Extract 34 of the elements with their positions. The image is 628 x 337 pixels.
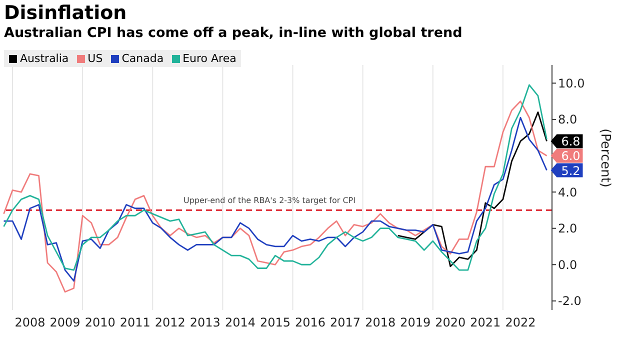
x-tick-label: 2017 bbox=[330, 316, 361, 330]
line-series bbox=[397, 111, 548, 268]
y-tick-label: 4.0 bbox=[558, 185, 578, 200]
x-tick-label: 2010 bbox=[84, 316, 116, 330]
y-tick-label: 0.0 bbox=[558, 258, 578, 272]
x-tick-label: 2009 bbox=[50, 316, 80, 330]
data-label: 6.8 bbox=[561, 134, 580, 149]
x-tick-label: 2022 bbox=[505, 316, 536, 330]
x-tick-label: 2015 bbox=[260, 316, 291, 330]
x-tick-label: 2013 bbox=[190, 316, 220, 330]
x-tick-label: 2021 bbox=[470, 316, 501, 330]
x-tick-label: 2012 bbox=[154, 316, 186, 330]
y-tick-label: 10.0 bbox=[558, 76, 585, 90]
x-tick-label: 2019 bbox=[400, 316, 431, 330]
legend-label: Australia bbox=[19, 52, 69, 65]
x-tick-label: 2008 bbox=[14, 316, 46, 330]
y-tick-label: -2.0 bbox=[558, 294, 582, 308]
y-tick-label: 2.0 bbox=[558, 222, 578, 236]
line-series bbox=[3, 84, 548, 271]
x-tick-label: 2011 bbox=[120, 316, 150, 330]
chart-subtitle: Australian CPI has come off a peak, in-line with global trend bbox=[3, 24, 464, 42]
ref-line-label: Upper-end of the RBA's 2-3% target for CPI bbox=[184, 196, 356, 206]
x-tick-label: 2020 bbox=[435, 316, 466, 330]
chart-title: Disinflation bbox=[3, 1, 128, 24]
legend-label: Canada bbox=[120, 52, 164, 65]
legend-label: Euro Area bbox=[182, 52, 236, 65]
x-tick-label: 2016 bbox=[295, 316, 326, 330]
data-label: 6.0 bbox=[561, 149, 580, 164]
x-tick-label: 2018 bbox=[365, 316, 396, 330]
legend-label: US bbox=[86, 52, 103, 65]
y-axis-title: (Percent) bbox=[597, 128, 612, 188]
y-tick-label: 8.0 bbox=[558, 112, 578, 127]
x-tick-label: 2014 bbox=[224, 316, 256, 330]
data-label: 5.2 bbox=[561, 164, 580, 178]
